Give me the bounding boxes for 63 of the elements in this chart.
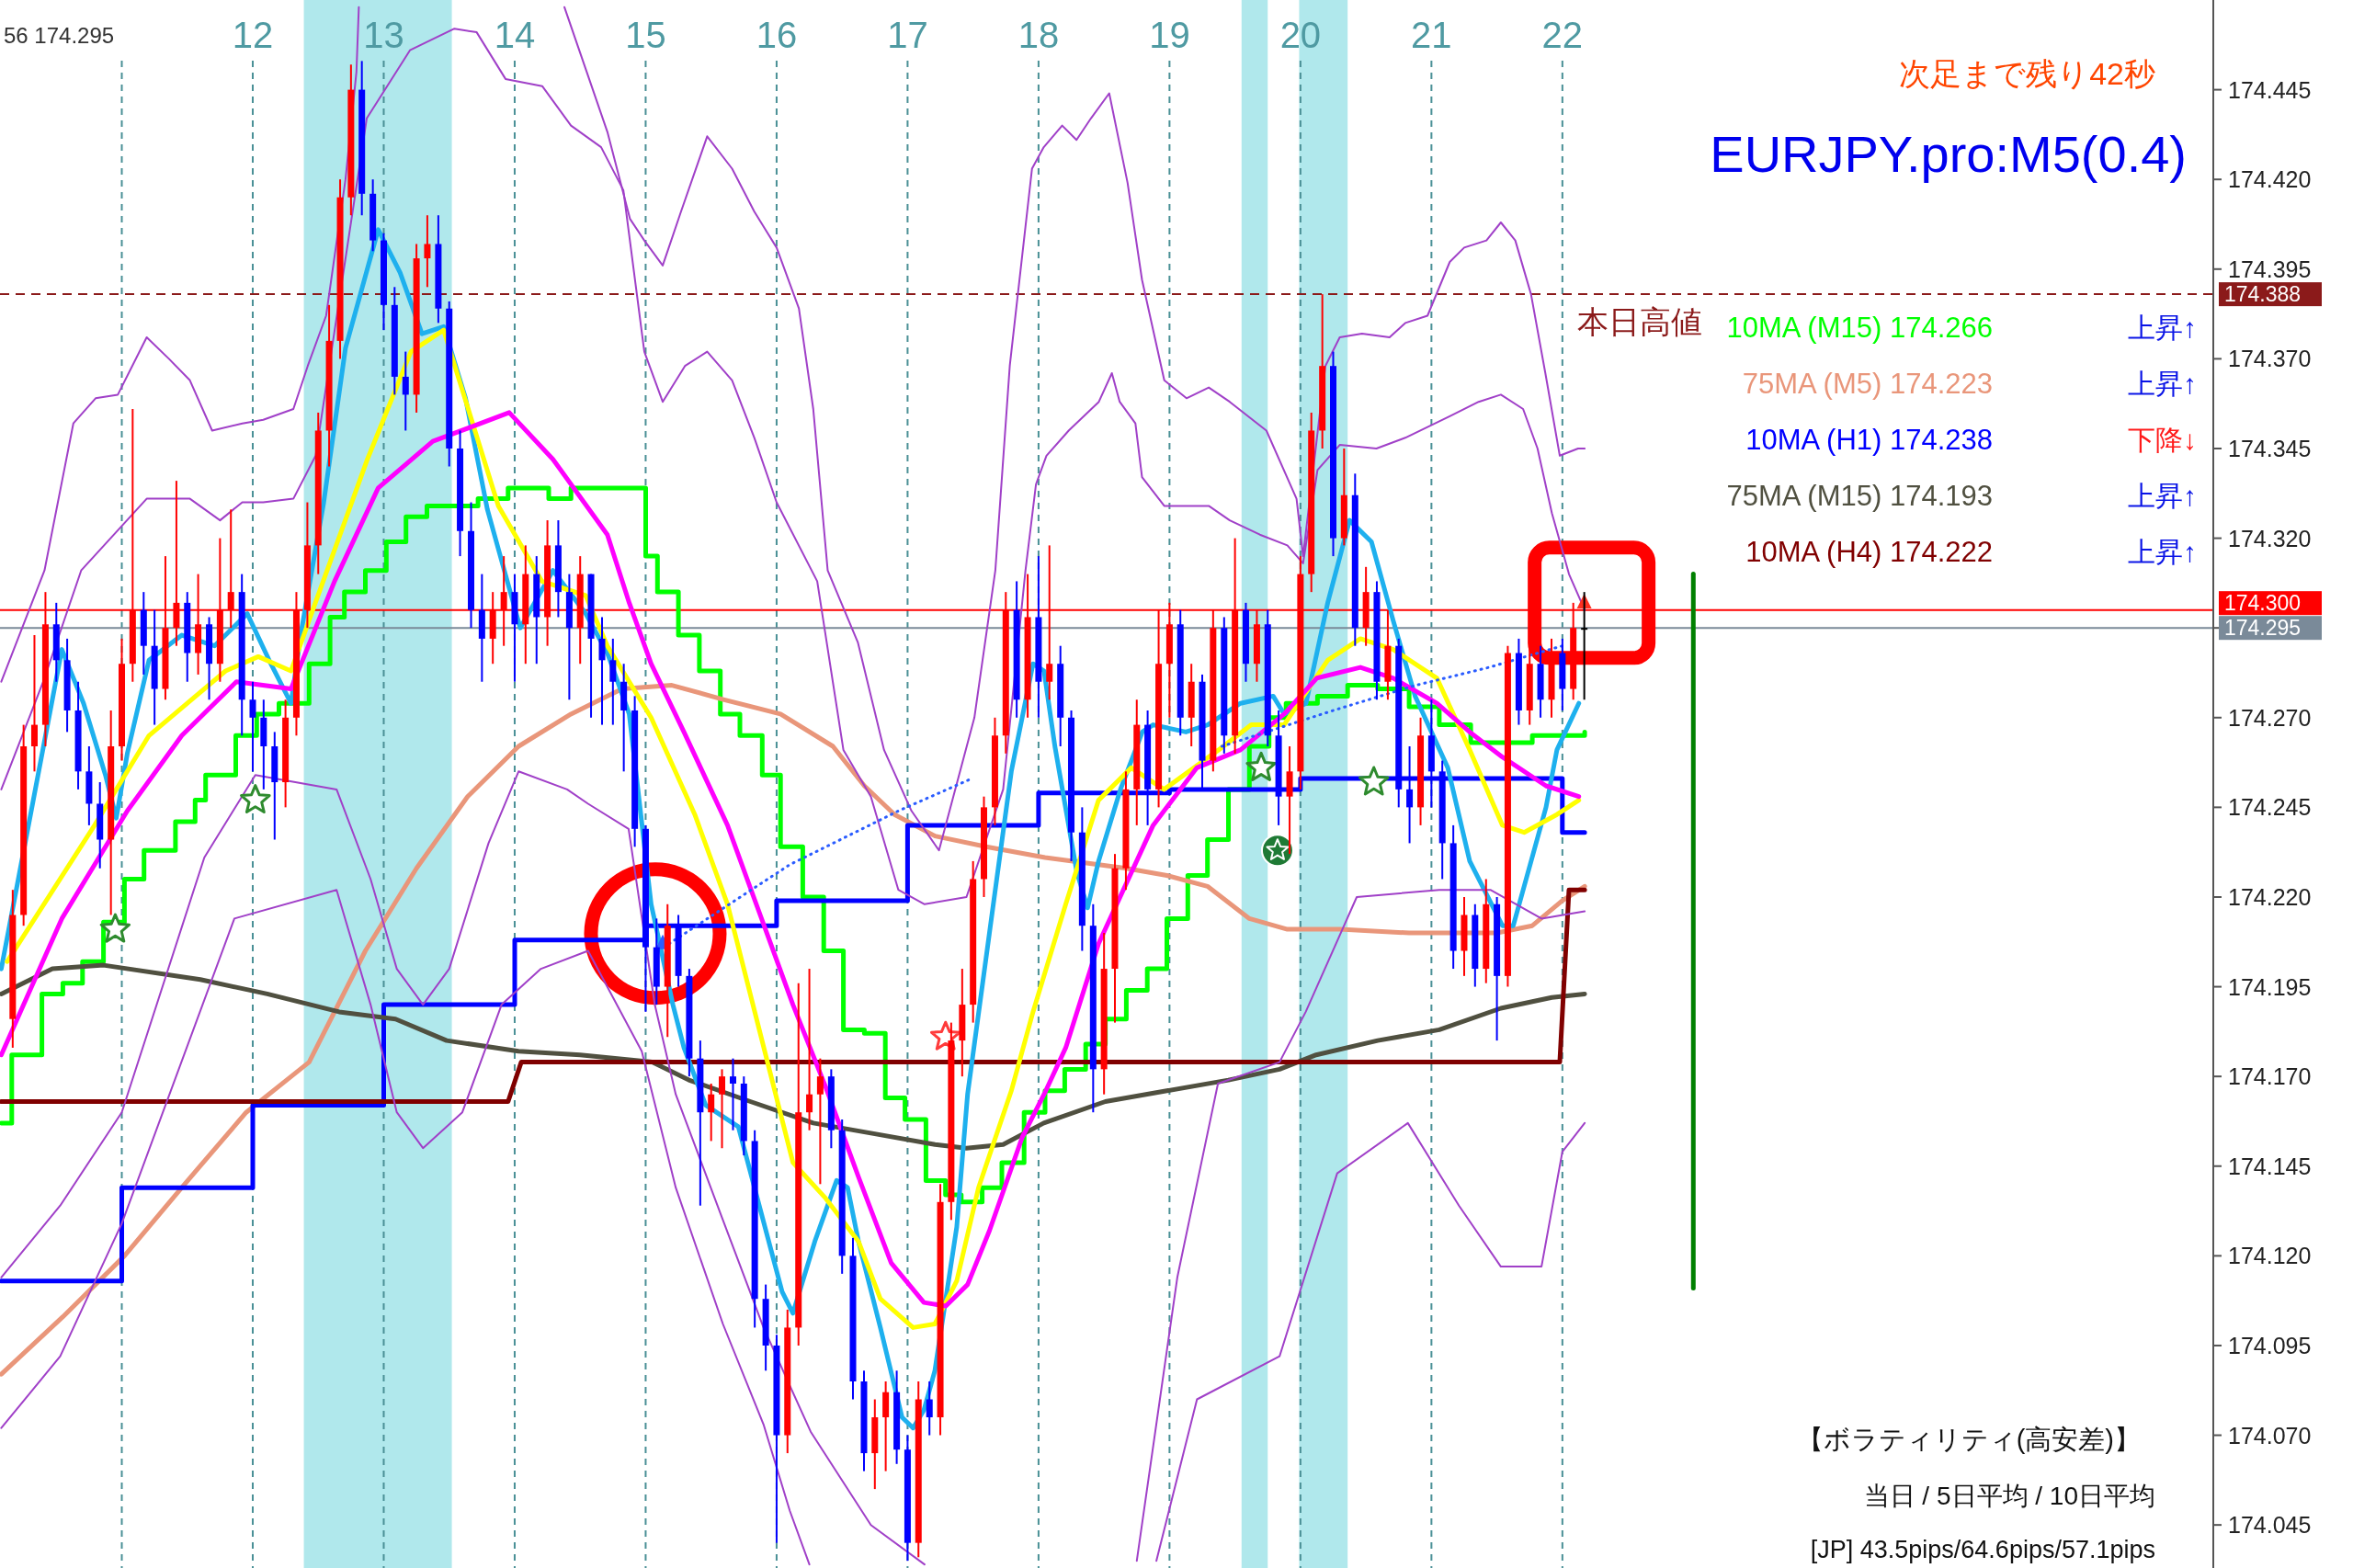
ref-line-label: 本日高値 bbox=[1577, 304, 1702, 340]
text: 174.300 bbox=[2224, 591, 2302, 616]
x-tick-label: 22 bbox=[1541, 15, 1584, 55]
candlestick bbox=[816, 1057, 824, 1186]
candlestick bbox=[729, 1057, 736, 1131]
candlestick bbox=[424, 214, 431, 289]
y-tick-label: 174.070 bbox=[2228, 1422, 2312, 1449]
candlestick bbox=[30, 633, 38, 773]
y-tick-label: 174.120 bbox=[2228, 1243, 2312, 1269]
candlestick bbox=[806, 968, 813, 1131]
y-tick-label: 174.195 bbox=[2228, 973, 2312, 1000]
x-tick-label: 12 bbox=[232, 15, 274, 55]
y-tick-label: 174.370 bbox=[2228, 346, 2312, 372]
y-tick-label: 174.170 bbox=[2228, 1063, 2312, 1090]
candlestick bbox=[249, 680, 256, 773]
candlestick bbox=[1581, 591, 1588, 701]
x-tick-label: 15 bbox=[625, 15, 666, 55]
annotation: 当日 / 5日平均 / 10日平均 bbox=[1863, 1481, 2155, 1510]
text: 174.295 bbox=[2224, 616, 2302, 641]
x-tick-label: 18 bbox=[1017, 15, 1060, 55]
point bbox=[99, 913, 131, 943]
x-tick-label: 19 bbox=[1149, 15, 1190, 55]
annotation: 上昇↑ bbox=[2128, 312, 2197, 343]
text: 10MA (H1) 174.238 bbox=[1745, 423, 1993, 456]
y-tick-label: 174.345 bbox=[2228, 435, 2312, 461]
y-tick-label: 174.420 bbox=[2228, 166, 2312, 193]
candlestick bbox=[609, 637, 617, 726]
candlestick bbox=[598, 616, 606, 726]
text: 75MA (M15) 174.193 bbox=[1726, 479, 1993, 512]
y-tick-label: 174.095 bbox=[2228, 1332, 2312, 1358]
text: 10MA (H4) 174.222 bbox=[1745, 535, 1993, 568]
annotation: 上昇↑ bbox=[2128, 368, 2197, 399]
y-tick-label: 174.045 bbox=[2228, 1512, 2312, 1539]
text: 174.388 bbox=[2224, 282, 2302, 307]
point bbox=[1358, 766, 1390, 796]
candlestick bbox=[719, 1068, 726, 1150]
x-tick-label: 17 bbox=[887, 15, 928, 55]
y-tick-label: 174.445 bbox=[2228, 76, 2312, 103]
annotation: [JP] 43.5pips/64.6pips/57.1pips bbox=[1810, 1536, 2155, 1563]
y-tick-label: 174.395 bbox=[2228, 256, 2312, 282]
point bbox=[240, 784, 271, 813]
x-tick-label: 21 bbox=[1411, 15, 1452, 55]
annotation: 56 174.295 bbox=[4, 22, 115, 48]
annotation: 上昇↑ bbox=[2128, 536, 2197, 567]
candlestick bbox=[926, 1381, 933, 1437]
y-tick-label: 174.145 bbox=[2228, 1153, 2312, 1179]
candlestick bbox=[402, 350, 409, 432]
y-tick-label: 174.270 bbox=[2228, 704, 2312, 731]
text: 75MA (M5) 174.223 bbox=[1742, 367, 1993, 400]
y-tick-label: 174.245 bbox=[2228, 794, 2312, 821]
candlestick bbox=[708, 1082, 715, 1142]
text: EURJPY.pro:M5(0.4) bbox=[1710, 124, 2187, 183]
annotation: 【ボラティリティ(高安差)】 bbox=[1796, 1425, 2141, 1454]
text: 10MA (M15) 174.266 bbox=[1726, 311, 1993, 344]
y-tick-label: 174.220 bbox=[2228, 883, 2312, 910]
x-tick-label: 13 bbox=[363, 15, 404, 55]
x-tick-label: 14 bbox=[494, 15, 536, 55]
annotation: 上昇↑ bbox=[2128, 480, 2197, 511]
annotation: 下降↓ bbox=[2128, 424, 2197, 455]
y-tick-label: 174.320 bbox=[2228, 525, 2312, 551]
annotation: 次足まで残り42秒 bbox=[1899, 56, 2155, 91]
x-tick-label: 16 bbox=[756, 15, 798, 55]
point bbox=[1245, 751, 1277, 781]
